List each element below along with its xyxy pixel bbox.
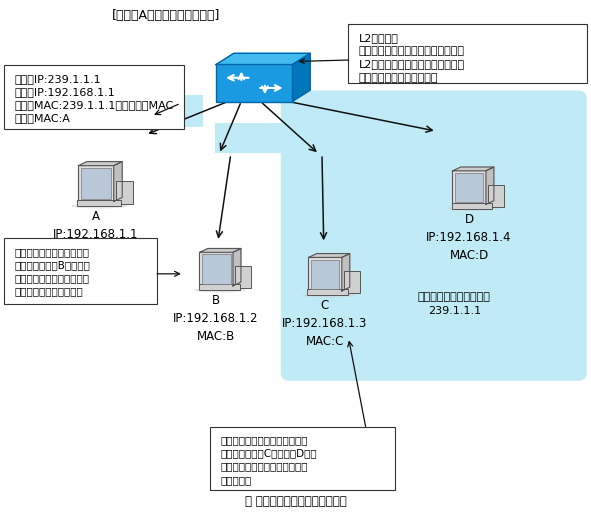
FancyBboxPatch shape: [349, 24, 587, 83]
FancyBboxPatch shape: [216, 64, 293, 102]
FancyBboxPatch shape: [215, 122, 282, 153]
FancyBboxPatch shape: [281, 91, 587, 381]
FancyBboxPatch shape: [452, 170, 486, 205]
Text: 図 マルチキャストのデータ転送: 図 マルチキャストのデータ転送: [245, 495, 346, 508]
Text: B
IP:192.168.1.2
MAC:B: B IP:192.168.1.2 MAC:B: [173, 294, 259, 343]
FancyBboxPatch shape: [4, 65, 184, 129]
FancyBboxPatch shape: [81, 168, 111, 199]
Polygon shape: [309, 253, 350, 258]
FancyBboxPatch shape: [308, 257, 342, 291]
FancyBboxPatch shape: [116, 181, 134, 204]
FancyBboxPatch shape: [199, 252, 233, 286]
FancyBboxPatch shape: [129, 95, 203, 127]
Ellipse shape: [446, 206, 499, 211]
Polygon shape: [453, 167, 494, 171]
FancyBboxPatch shape: [311, 260, 339, 289]
FancyBboxPatch shape: [455, 173, 483, 202]
FancyBboxPatch shape: [78, 165, 114, 202]
Polygon shape: [200, 248, 241, 252]
FancyBboxPatch shape: [4, 238, 157, 304]
FancyBboxPatch shape: [202, 254, 230, 284]
Polygon shape: [342, 253, 350, 291]
Polygon shape: [113, 162, 122, 202]
FancyBboxPatch shape: [199, 284, 239, 290]
Polygon shape: [486, 167, 494, 204]
Polygon shape: [233, 248, 241, 286]
FancyBboxPatch shape: [300, 97, 373, 130]
Text: [ホストAからマルチキャスト]: [ホストAからマルチキャスト]: [112, 9, 220, 22]
Text: C
IP:192.168.1.3
MAC:C: C IP:192.168.1.3 MAC:C: [282, 300, 368, 348]
FancyBboxPatch shape: [235, 266, 251, 288]
FancyBboxPatch shape: [452, 203, 492, 209]
Ellipse shape: [302, 293, 355, 297]
Polygon shape: [79, 162, 122, 166]
FancyBboxPatch shape: [307, 289, 348, 295]
Text: L2スイッチ
マルチキャストはフラッディング。
L2スイッチが転送するポートの数
分だけデータをコピーする: L2スイッチ マルチキャストはフラッディング。 L2スイッチが転送するポートの数…: [358, 33, 465, 82]
Text: A
IP:192.168.1.1
MAC:A: A IP:192.168.1.1 MAC:A: [53, 210, 138, 259]
FancyBboxPatch shape: [210, 426, 395, 490]
Text: D
IP:192.168.1.4
MAC:D: D IP:192.168.1.4 MAC:D: [426, 212, 512, 262]
Text: マルチキャストグループに参加
しているホストC、ホストDはマ
ルチキャストのデータを受信し
て処理する: マルチキャストグループに参加 しているホストC、ホストDはマ ルチキャストのデー…: [220, 435, 317, 485]
FancyBboxPatch shape: [488, 185, 504, 207]
Polygon shape: [293, 53, 310, 101]
Ellipse shape: [193, 288, 246, 292]
FancyBboxPatch shape: [343, 271, 361, 293]
FancyBboxPatch shape: [77, 200, 121, 206]
Text: マルチキャストのデータが
届いてもホストBはマルチ
キャストグループに参加し
ていないので受信しない: マルチキャストのデータが 届いてもホストBはマルチ キャストグループに参加し て…: [14, 247, 90, 296]
Text: マルチキャストグループ
239.1.1.1: マルチキャストグループ 239.1.1.1: [418, 292, 491, 315]
Polygon shape: [216, 53, 310, 65]
Ellipse shape: [72, 204, 128, 208]
Text: 送信先IP:239.1.1.1
送信元IP:192.168.1.1
送信先MAC:239.1.1.1に対応するMAC
送信元MAC:A: 送信先IP:239.1.1.1 送信元IP:192.168.1.1 送信先MAC…: [14, 74, 174, 123]
